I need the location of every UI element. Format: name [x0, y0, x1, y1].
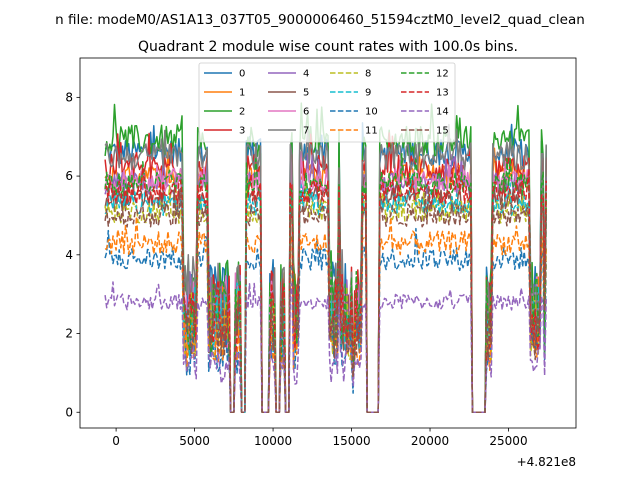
plot-frame	[79, 57, 577, 429]
y-tick-label: 8	[65, 90, 73, 104]
legend-label-0: 0	[239, 69, 245, 80]
legend-label-5: 5	[303, 88, 309, 99]
y-tick-label: 0	[65, 405, 73, 419]
x-axis-offset-label: +4.821e8	[517, 455, 576, 469]
legend-label-6: 6	[303, 107, 309, 118]
x-tick-label: 10000	[254, 434, 292, 448]
x-tick-label: 0	[112, 434, 120, 448]
legend-label-15: 15	[436, 126, 449, 137]
legend-label-11: 11	[365, 126, 378, 137]
x-tick-label: 5000	[179, 434, 210, 448]
legend-label-3: 3	[239, 126, 245, 137]
legend-label-10: 10	[365, 107, 378, 118]
legend-label-8: 8	[365, 69, 371, 80]
x-tick-label: 25000	[489, 434, 527, 448]
series-layer	[104, 102, 547, 414]
y-tick-label: 6	[65, 169, 73, 183]
legend-label-7: 7	[303, 126, 309, 137]
chart-title: Quadrant 2 module wise count rates with …	[138, 39, 518, 55]
legend-label-13: 13	[436, 88, 449, 99]
legend-label-2: 2	[239, 107, 245, 118]
series-13-line	[104, 162, 547, 414]
series-1-line	[104, 147, 547, 414]
x-tick-label: 20000	[411, 434, 449, 448]
legend-label-1: 1	[239, 88, 245, 99]
series-14-line	[104, 281, 547, 414]
y-tick-label: 2	[65, 327, 73, 341]
figure-suptitle: n file: modeM0/AS1A13_037T05_9000006460_…	[55, 12, 585, 28]
legend-box	[198, 62, 456, 143]
x-tick-label: 15000	[332, 434, 370, 448]
series-15-line	[104, 186, 547, 414]
axes: 0 5000 10000 15000 20000 25000 0 2 4 6 8	[65, 57, 577, 448]
legend-label-14: 14	[436, 107, 449, 118]
legend-label-12: 12	[436, 69, 449, 80]
legend-label-9: 9	[365, 88, 371, 99]
series-11-line	[104, 215, 547, 414]
y-tick-label: 4	[65, 248, 73, 262]
legend-label-4: 4	[303, 69, 309, 80]
series-10-line	[104, 227, 547, 414]
